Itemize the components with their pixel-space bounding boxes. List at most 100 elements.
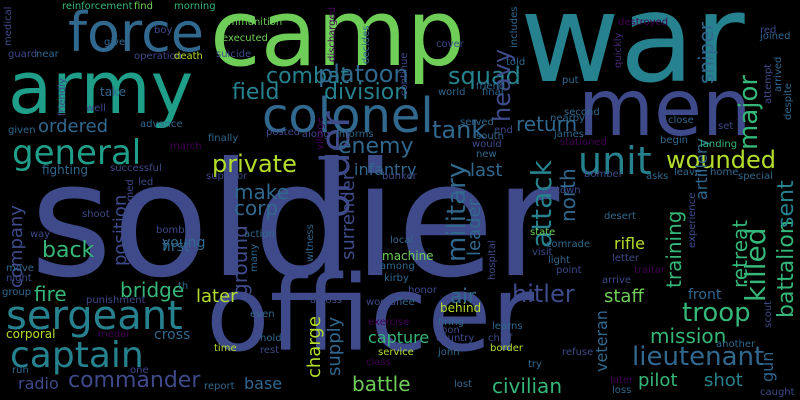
cloud-word: morning [174, 1, 216, 12]
cloud-word: home [710, 167, 739, 178]
cloud-word: hospital [487, 240, 498, 280]
cloud-word: quickly [613, 32, 624, 68]
cloud-word: officer [206, 253, 535, 375]
cloud-word: captain [10, 335, 144, 376]
cloud-word: sergeant [6, 293, 183, 339]
cloud-word: return [516, 112, 578, 136]
cloud-word: pilot [638, 370, 678, 391]
cloud-word: joined [760, 31, 791, 42]
cloud-word: includes [509, 6, 520, 48]
cloud-word: corporal [6, 327, 56, 341]
cloud-word: stationed [560, 137, 607, 148]
cloud-word: squad [448, 62, 521, 90]
cloud-word: james [554, 129, 585, 140]
cloud-word: red [760, 25, 777, 36]
cloud-word: visit [532, 247, 553, 258]
cloud-word: executed [222, 33, 268, 44]
cloud-word: kirby [384, 273, 409, 284]
cloud-word: commander [68, 368, 201, 393]
cloud-word: despite [783, 83, 794, 120]
cloud-word: firing [438, 317, 464, 328]
cloud-word: chief [488, 333, 513, 344]
cloud-word: supply [324, 316, 345, 376]
cloud-word: radio [18, 374, 59, 393]
cloud-word: reinforcement [62, 1, 133, 12]
cloud-word: run [12, 365, 29, 376]
cloud-word: nearby [550, 113, 585, 124]
cloud-word: shot [704, 370, 743, 391]
cloud-word: final [482, 87, 504, 98]
cloud-word: bomber [584, 169, 623, 180]
cloud-word: veteran [592, 310, 611, 372]
cloud-word: camp [210, 0, 465, 87]
cloud-word: later [196, 286, 238, 307]
cloud-word: platoon [318, 60, 409, 88]
cloud-word: told [506, 57, 526, 68]
cloud-word: desert [604, 211, 636, 222]
cloud-word: discharged [327, 6, 338, 62]
cloud-word: caught [760, 387, 795, 398]
cloud-word: finally [208, 133, 239, 144]
cloud-word: war [520, 0, 745, 110]
cloud-word: guard [8, 49, 38, 60]
cloud-word: action [244, 229, 275, 240]
cloud-word: south [476, 131, 504, 142]
cloud-word: mission [650, 324, 727, 348]
cloud-word: shoot [82, 209, 110, 220]
cloud-word: sent [774, 180, 799, 228]
cloud-word: punishment [86, 295, 146, 306]
cloud-word: give [104, 37, 126, 48]
cloud-word: informs [336, 129, 374, 140]
cloud-word: tank [432, 116, 486, 144]
cloud-word: witness [305, 224, 316, 262]
cloud-word: decides [361, 25, 372, 65]
cloud-word: unit [578, 139, 652, 183]
cloud-word: among [380, 261, 415, 272]
cloud-word: enemy [338, 134, 414, 159]
cloud-word: staff [604, 286, 644, 307]
cloud-word: near [36, 49, 59, 60]
cloud-word: town [556, 185, 581, 196]
cloud-word: machine [382, 249, 434, 263]
cloud-word: close [668, 115, 694, 126]
cloud-word: country [436, 333, 475, 344]
cloud-word: find [134, 1, 153, 12]
cloud-word: border [490, 343, 524, 354]
cloud-word: given [8, 125, 36, 136]
cloud-word: special [738, 171, 773, 182]
cloud-word: refuse [562, 347, 594, 358]
cloud-word: learns [492, 321, 523, 332]
cloud-word: friend [476, 81, 506, 92]
cloud-word: march [170, 141, 202, 152]
cloud-word: set [718, 121, 734, 132]
cloud-word: make [234, 180, 289, 204]
cloud-word: civilian [492, 374, 562, 398]
cloud-word: ammunition [222, 17, 283, 28]
cloud-word: surrender [338, 172, 359, 260]
cloud-word: th [178, 281, 189, 292]
cloud-word: gun [758, 351, 777, 382]
cloud-word: division [324, 80, 409, 105]
cloud-word: across [310, 295, 343, 306]
cloud-word: well [86, 103, 106, 114]
cloud-word: later [610, 375, 634, 386]
cloud-word: group [2, 287, 32, 298]
cloud-word: local [390, 235, 414, 246]
cloud-word: one [130, 365, 149, 376]
cloud-word: village [315, 117, 326, 150]
cloud-word: troop [682, 298, 751, 328]
cloud-word: second [564, 107, 600, 118]
cloud-word: rest [260, 345, 280, 356]
cloud-word: continue [399, 52, 410, 96]
cloud-word: soldier [30, 129, 560, 313]
cloud-word: service [378, 347, 414, 358]
cloud-word: take [100, 85, 126, 99]
cloud-word: named [125, 179, 136, 214]
cloud-word: scout [763, 300, 774, 328]
cloud-word: served [460, 117, 494, 128]
cloud-word: air [450, 284, 477, 308]
cloud-word: hold [260, 333, 282, 344]
cloud-word: retreat [728, 219, 752, 288]
cloud-word: field [232, 80, 280, 105]
